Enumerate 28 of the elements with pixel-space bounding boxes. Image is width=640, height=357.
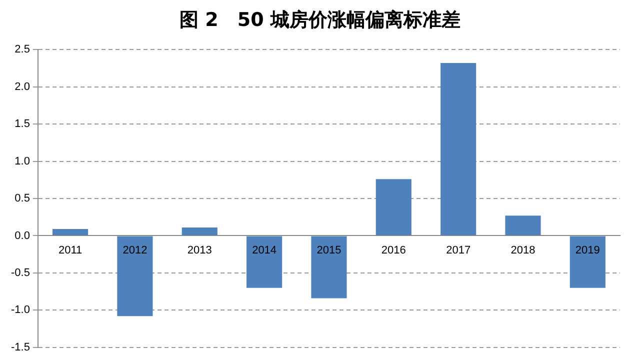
y-tick-label: -1.5 — [10, 341, 30, 354]
bar — [440, 63, 476, 236]
x-tick-label: 2017 — [446, 244, 471, 256]
x-tick-label: 2015 — [316, 244, 342, 256]
y-tick-label: -0.5 — [10, 266, 30, 279]
y-tick-label: 1.0 — [14, 155, 30, 168]
x-tick-label: 2018 — [510, 244, 536, 256]
x-tick-label: 2014 — [252, 244, 277, 256]
y-tick-label: -1.0 — [10, 304, 30, 316]
bar — [570, 236, 606, 288]
x-tick-label: 2016 — [381, 244, 406, 256]
chart-title: 图 2 50 城房价涨幅偏离标准差 — [178, 8, 462, 33]
x-tick-label: 2019 — [575, 244, 600, 256]
bar — [182, 228, 218, 236]
x-tick-label: 2012 — [122, 244, 148, 256]
x-tick-label: 2013 — [187, 244, 212, 256]
bar — [311, 236, 347, 298]
y-tick-label: 0.5 — [14, 192, 30, 205]
bar — [117, 236, 153, 316]
x-tick-label: 2011 — [58, 244, 82, 256]
bar — [505, 216, 541, 236]
bar — [376, 179, 412, 236]
bar — [52, 229, 88, 236]
y-tick-label: 0.0 — [14, 230, 30, 242]
bar — [246, 236, 282, 288]
y-tick-label: 1.5 — [14, 118, 30, 130]
y-tick-label: 2.5 — [14, 44, 30, 56]
y-tick-label: 2.0 — [14, 80, 30, 93]
